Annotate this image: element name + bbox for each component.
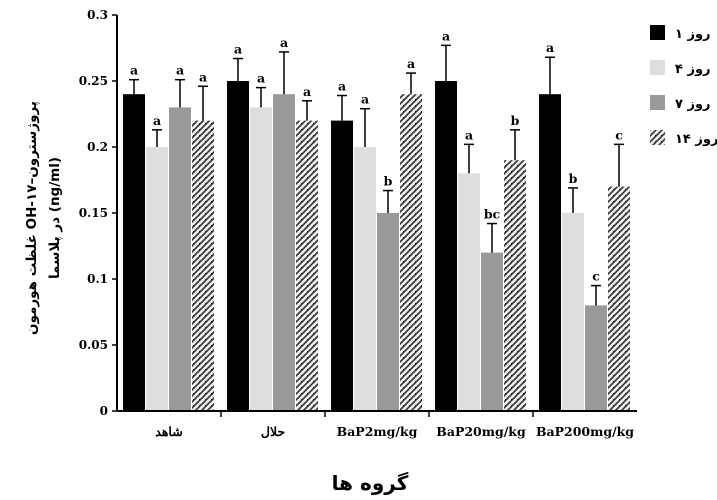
bar [458,173,480,411]
significance-label: a [257,71,265,86]
bar [435,81,457,411]
significance-label: b [384,174,393,189]
x-axis-label: گروه ها [332,471,409,495]
x-tick-label: حلال [261,424,286,439]
y-tick-label: 0.2 [87,140,108,154]
bar [377,213,399,411]
y-tick-label: 0.1 [87,272,108,286]
legend-label: روز ۱ [675,27,711,42]
significance-label: c [592,269,600,284]
x-axis-categories: شاهد حلال BaP2mg/kg BaP20mg/kg BaP200mg/kg [155,411,634,439]
bar [146,147,168,411]
x-tick-label: BaP200mg/kg [536,424,634,439]
x-tick-label: شاهد [155,424,183,439]
y-tick-label: 0 [100,404,108,418]
significance-label: a [442,28,450,43]
bar [296,120,318,411]
significance-label: a [361,92,369,107]
bar [250,107,272,412]
significance-label: a [465,127,473,142]
legend-swatch [650,60,665,75]
axes [116,15,637,412]
legend-label: روز ۱۴ [675,132,717,147]
bar [504,160,526,411]
significance-label: a [546,40,554,55]
significance-label: a [153,113,161,128]
bar [227,81,249,411]
bar [585,305,607,411]
legend-label: روز ۷ [675,97,711,112]
significance-label: a [280,35,288,50]
legend-swatch [650,130,665,145]
legend-swatch [650,95,665,110]
bar [400,94,422,411]
significance-label: a [130,63,138,78]
bar [273,94,295,411]
bar [539,94,561,411]
bar [562,213,584,411]
significance-label: a [303,84,311,99]
y-tick-label: 0.15 [79,206,108,220]
y-tick-label: 0.25 [79,74,108,88]
y-tick-label: 0.05 [79,338,108,352]
significance-label: a [407,56,415,71]
bar [169,107,191,412]
x-tick-label: BaP20mg/kg [436,424,526,439]
legend: روز ۱ روز ۴ روز ۷ روز ۱۴ [650,25,717,147]
bar [331,120,353,411]
y-axis-label-line2: در پلاسما (ng/ml) [47,157,63,279]
bar [354,147,376,411]
y-tick-label: 0.3 [87,8,108,22]
legend-swatch [650,25,665,40]
bar [481,252,503,411]
x-tick-label: BaP2mg/kg [337,424,418,439]
legend-label: روز ۴ [675,62,711,77]
y-axis-label-line1: غلظت هورمون OH-۱۷–پروژسترون [24,101,40,335]
bar [123,94,145,411]
y-axis-ticks: 0 0.05 0.1 0.15 0.2 0.25 0.3 [79,8,117,418]
significance-label: a [199,69,207,84]
significance-label: a [234,42,242,57]
significance-label: b [511,113,520,128]
significance-label: a [338,79,346,94]
bar [192,120,214,411]
significance-label: b [569,171,578,186]
significance-label: a [176,63,184,78]
significance-label: bc [484,207,501,222]
bar [608,186,630,411]
significance-label: c [615,127,623,142]
